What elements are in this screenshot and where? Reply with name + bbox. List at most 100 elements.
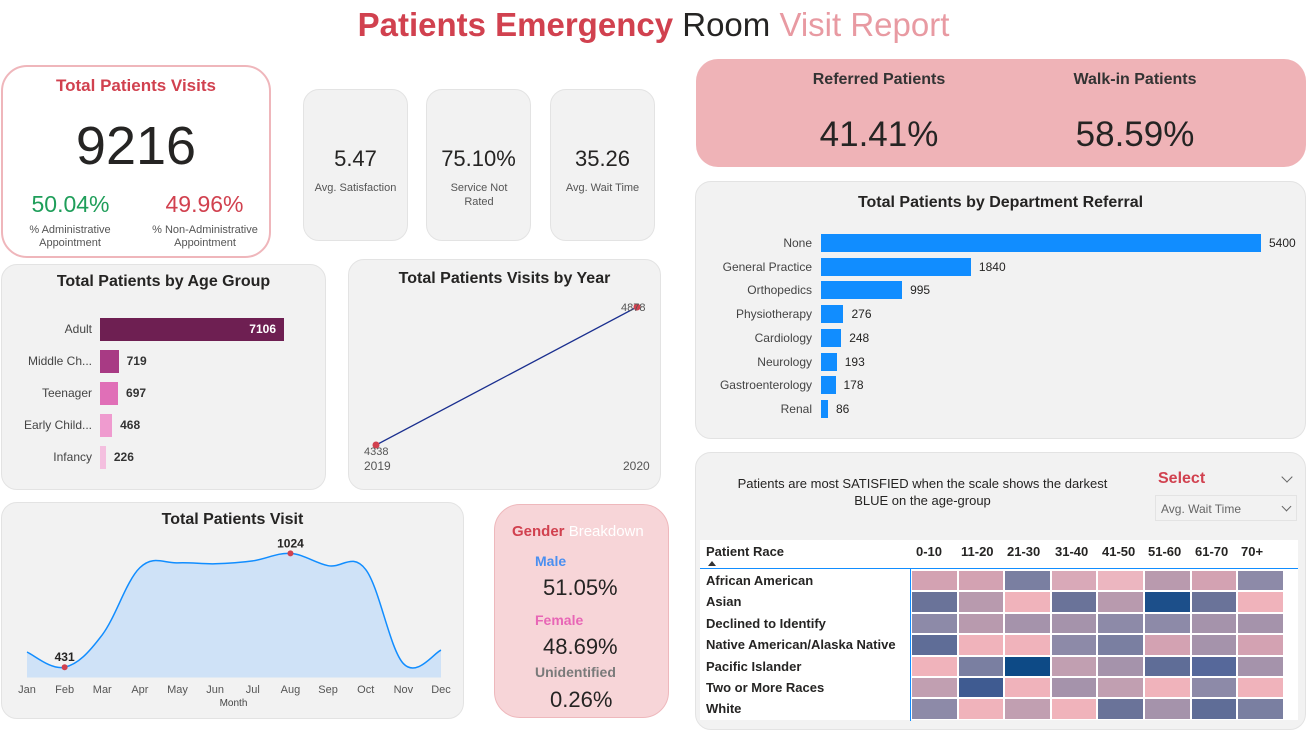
matrix-cell[interactable]: [1237, 612, 1284, 635]
visits-by-year-card[interactable]: Total Patients Visits by Year 4338 2019 48…: [348, 259, 661, 490]
matrix-row-label: Declined to Identify: [706, 615, 826, 631]
matrix-cell[interactable]: [1237, 570, 1284, 592]
male-value: 51.05%: [543, 575, 618, 600]
matrix-cell[interactable]: [1050, 591, 1098, 613]
matrix-cell[interactable]: [911, 677, 958, 699]
matrix-cell[interactable]: [1190, 591, 1238, 613]
female-value: 48.69%: [543, 634, 618, 659]
matrix-cell[interactable]: [1050, 655, 1098, 677]
matrix-cell[interactable]: [911, 655, 958, 677]
matrix-cell[interactable]: [1237, 698, 1284, 720]
matrix-cell[interactable]: [957, 591, 1005, 613]
matrix-cell[interactable]: [1050, 570, 1098, 592]
monthly-series-line: [26, 552, 442, 669]
kpi-value: 75.10%: [441, 146, 516, 171]
monthly-visits-card[interactable]: Total Patients Visit Jan Feb Mar Apr May Jun J…: [1, 502, 464, 719]
kpi-avg-satisfaction[interactable]: 5.47 Avg. Satisfaction: [303, 89, 408, 241]
row-header[interactable]: Patient Race: [706, 544, 785, 559]
month-highlight-point[interactable]: [287, 550, 294, 557]
column-header[interactable]: 70+: [1241, 544, 1264, 559]
matrix-cell[interactable]: [1097, 655, 1144, 677]
matrix-cell[interactable]: [1144, 591, 1191, 613]
column-header[interactable]: 0-10: [916, 544, 943, 559]
column-header[interactable]: 61-70: [1195, 544, 1229, 559]
column-header[interactable]: 21-30: [1007, 544, 1041, 559]
matrix-row-label: Native American/Alaska Native: [706, 637, 896, 653]
satisfaction-matrix-card[interactable]: Patients are most SATISFIED when the sca…: [695, 452, 1306, 730]
matrix-cell[interactable]: [1144, 698, 1191, 720]
column-header[interactable]: 41-50: [1102, 544, 1136, 559]
matrix-cell[interactable]: [1097, 612, 1144, 635]
matrix-cell[interactable]: [1190, 634, 1238, 656]
matrix-cell[interactable]: [1190, 570, 1238, 592]
year-point[interactable]: [633, 303, 641, 311]
matrix-cell[interactable]: [911, 570, 958, 592]
referred-label: Referred Patients: [812, 71, 946, 88]
matrix-cell[interactable]: [1004, 677, 1051, 699]
matrix-cell[interactable]: [911, 698, 958, 720]
matrix-cell[interactable]: [1004, 591, 1051, 613]
department-referral-card[interactable]: Total Patients by Department Referral No…: [695, 181, 1306, 439]
matrix-cell[interactable]: [1237, 677, 1284, 699]
matrix-cell[interactable]: [1144, 634, 1191, 656]
matrix-cell[interactable]: [957, 677, 1005, 699]
matrix-cell[interactable]: [1097, 634, 1144, 656]
matrix-cell[interactable]: [1190, 677, 1238, 699]
matrix-cell[interactable]: [1004, 698, 1051, 720]
total-visits-card[interactable]: Total Patients Visits 9216 50.04% % Admi…: [1, 65, 271, 258]
matrix-cell[interactable]: [1144, 655, 1191, 677]
month-highlight-point[interactable]: [61, 664, 68, 671]
department-bar: [821, 352, 837, 371]
matrix-cell[interactable]: [1097, 570, 1144, 592]
matrix-cell[interactable]: [957, 634, 1005, 656]
chevron-down-icon[interactable]: [1281, 471, 1293, 483]
matrix-cell[interactable]: [957, 655, 1005, 677]
gender-card[interactable]: Gender Breakdown Male 51.05% Female 48.6…: [494, 504, 669, 718]
matrix-cell[interactable]: [1144, 570, 1191, 592]
matrix-cell[interactable]: [1097, 677, 1144, 699]
matrix-cell[interactable]: [957, 698, 1005, 720]
column-header[interactable]: 11-20: [961, 544, 994, 559]
column-header[interactable]: 31-40: [1055, 544, 1089, 559]
matrix-cell[interactable]: [1097, 698, 1144, 720]
matrix-cell[interactable]: [1144, 612, 1191, 635]
matrix-cell[interactable]: [1050, 634, 1098, 656]
measure-select[interactable]: Avg. Wait Time: [1155, 495, 1297, 521]
matrix-cell[interactable]: [1050, 698, 1098, 720]
matrix-cell[interactable]: [957, 612, 1005, 635]
matrix-cell[interactable]: [1004, 634, 1051, 656]
matrix-cell[interactable]: [1190, 655, 1238, 677]
matrix-cell[interactable]: [957, 570, 1005, 592]
matrix-cell[interactable]: [1004, 655, 1051, 677]
matrix-cell[interactable]: [911, 612, 958, 635]
kpi-avg-wait-time[interactable]: 35.26 Avg. Wait Time: [550, 89, 655, 241]
matrix-cell[interactable]: [1190, 698, 1238, 720]
age-group-card[interactable]: Total Patients by Age Group Adult 7106 Mid…: [1, 264, 326, 490]
matrix-cell[interactable]: [1237, 655, 1284, 677]
matrix-cell[interactable]: [1237, 634, 1284, 656]
matrix-row-label: Two or More Races: [706, 680, 825, 695]
gender-title: Gender Breakdown: [512, 523, 644, 540]
matrix-cell[interactable]: [1004, 570, 1051, 592]
department-bar: [821, 234, 1261, 252]
month-axis-label: Month: [219, 698, 248, 709]
year-point[interactable]: [372, 441, 380, 449]
matrix-cell[interactable]: [1190, 612, 1238, 635]
matrix-cell[interactable]: [1004, 612, 1051, 635]
non-admin-label: % Non-Administrative Appointment: [152, 224, 258, 249]
department-label: None: [783, 236, 812, 250]
year-tick-label: 2019: [364, 459, 391, 473]
matrix-cell[interactable]: [1050, 612, 1098, 635]
matrix-cell[interactable]: [1097, 591, 1144, 613]
department-value: 1840: [978, 259, 1006, 274]
kpi-service-not-rated[interactable]: 75.10% Service Not Rated: [426, 89, 531, 241]
sort-icon[interactable]: [708, 561, 716, 566]
matrix-cell[interactable]: [1237, 591, 1284, 613]
matrix-cell[interactable]: [1050, 677, 1098, 699]
matrix-cell[interactable]: [911, 634, 958, 656]
referral-card[interactable]: Referred Patients 41.41% Walk-in Patient…: [696, 59, 1306, 167]
matrix-cell[interactable]: [911, 591, 958, 613]
matrix-cell[interactable]: [1144, 677, 1191, 699]
column-header[interactable]: 51-60: [1148, 544, 1182, 559]
